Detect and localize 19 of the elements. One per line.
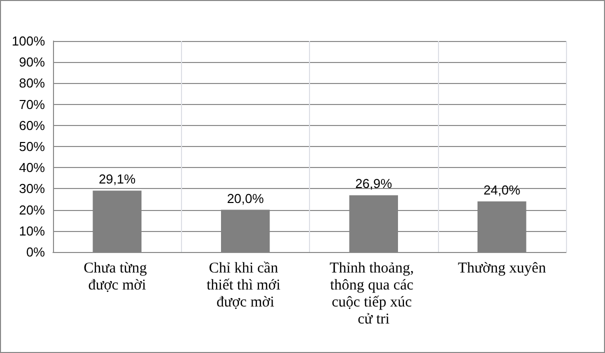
y-tick-label: 70% [18,96,46,112]
x-tick-label: Chưa từng được mời [84,260,151,294]
y-tick-label: 60% [18,118,46,133]
y-tick-label: 10% [18,223,46,238]
x-tick-label: Thỉnh thoảng, thông qua các cuộc tiếp xúc cử tri [330,260,418,328]
data-label: 20,0% [226,190,264,206]
y-tick-label: 40% [18,160,46,176]
y-tick-label: 30% [18,181,46,196]
y-tick-label: 50% [18,139,46,154]
x-tick-label: Chỉ khi cần thiết thì mới được mời [206,260,284,310]
y-tick-label: 0% [26,244,46,260]
data-label: 24,0% [483,182,521,198]
y-tick-label: 20% [18,202,46,218]
y-tick-label: 100% [12,34,46,48]
x-tick-label: Thường xuyên [458,260,546,276]
y-tick-label: 90% [18,54,46,70]
data-label: 26,9% [355,176,392,192]
data-label: 29,1% [98,172,136,187]
y-tick-label: 80% [18,76,46,91]
